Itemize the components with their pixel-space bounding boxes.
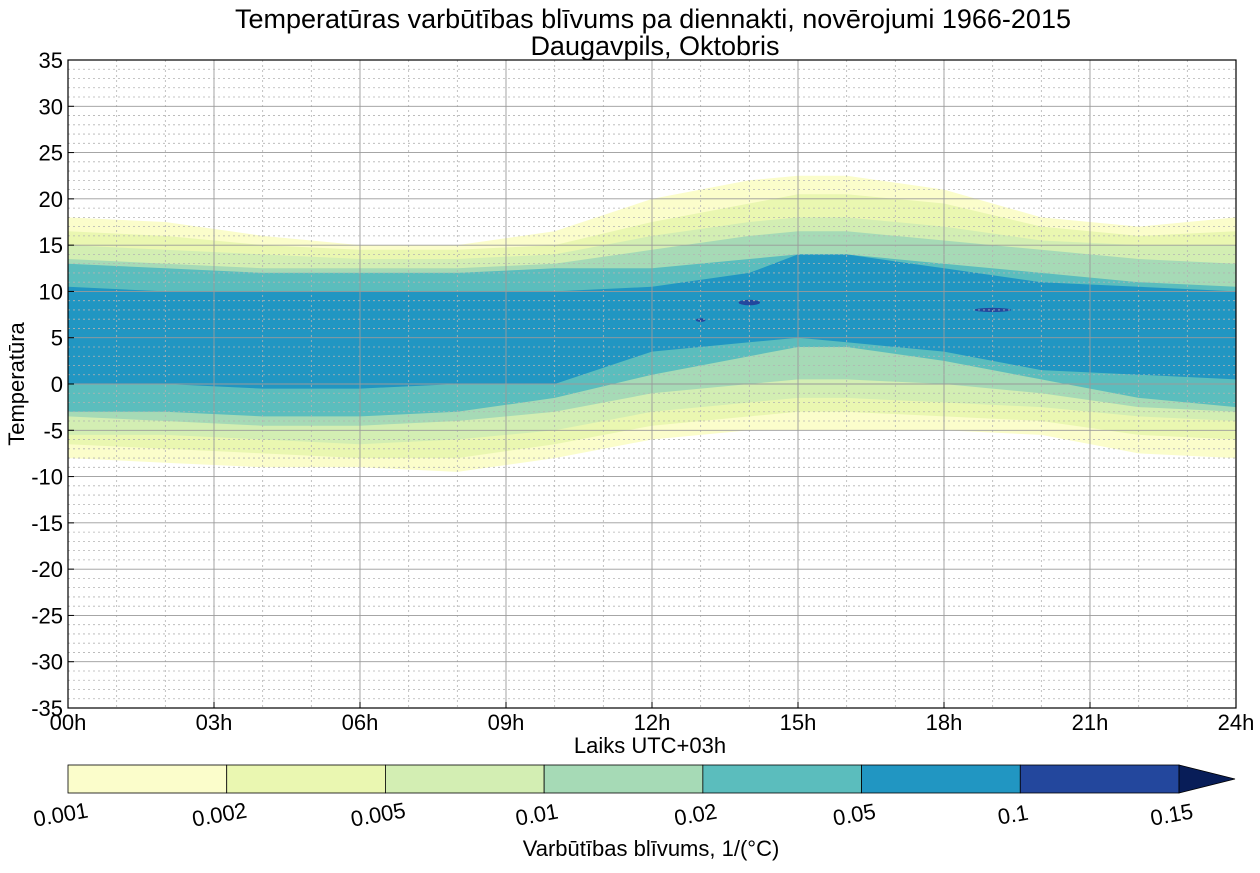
- y-tick-label: -35: [31, 696, 63, 721]
- colorbar-tick-label: 0.05: [831, 799, 878, 831]
- x-tick-label: 09h: [488, 710, 525, 735]
- chart-subtitle: Daugavpils, Oktobris: [530, 31, 779, 61]
- colorbar-title: Varbūtības blīvums, 1/(°C): [523, 836, 780, 861]
- x-axis-title: Laiks UTC+03h: [574, 733, 726, 758]
- x-tick-label: 12h: [634, 710, 671, 735]
- colorbar-cell: [1019, 764, 1180, 794]
- x-tick-label: 24h: [1218, 710, 1255, 735]
- y-tick-label: 10: [39, 279, 63, 304]
- y-tick-label: -5: [43, 418, 63, 443]
- colorbar-cell: [385, 764, 545, 794]
- y-tick-label: 0: [51, 372, 63, 397]
- y-tick-label: 5: [51, 326, 63, 351]
- contour-spot-2: [974, 307, 1012, 312]
- x-tick-label: 03h: [196, 710, 233, 735]
- contour-spot-0: [738, 299, 761, 306]
- colorbar-cell: [702, 764, 862, 794]
- y-tick-label: -10: [31, 465, 63, 490]
- colorbar-cell: [226, 764, 386, 794]
- x-tick-label: 21h: [1072, 710, 1109, 735]
- colorbar-tick-label: 0.01: [514, 799, 561, 831]
- y-tick-label: 15: [39, 233, 63, 258]
- colorbar-ticks: 0.001 0.002 0.005 0.01 0.02 0.05 0.1 0.15: [31, 798, 1195, 832]
- colorbar-cell: [861, 764, 1021, 794]
- colorbar-tick-label: 0.02: [672, 799, 719, 831]
- plot-area: 00h 03h 06h 09h 12h 15h 18h 21h 24h -35 -30 -25 -20…: [31, 48, 1254, 735]
- y-tick-label: 35: [39, 48, 63, 73]
- y-tick-label: 25: [39, 141, 63, 166]
- colorbar-cells: [67, 764, 1236, 794]
- y-tick-label: 30: [39, 94, 63, 119]
- colorbar-tick-label: 0.001: [31, 798, 90, 832]
- colorbar-tick-label: 0.1: [996, 800, 1030, 830]
- grid-layer: [68, 60, 1236, 708]
- y-tick-label: -15: [31, 511, 63, 536]
- colorbar-cell: [67, 764, 228, 794]
- colorbar-extend-arrow: [1178, 764, 1236, 794]
- colorbar-tick-label: 0.15: [1148, 799, 1195, 831]
- x-tick-label: 15h: [780, 710, 817, 735]
- colorbar-cell: [543, 764, 704, 794]
- x-tick-label: 06h: [342, 710, 379, 735]
- x-tick-label: 00h: [50, 710, 87, 735]
- y-tick-label: -20: [31, 557, 63, 582]
- y-tick-label: -25: [31, 603, 63, 628]
- x-tick-label: 18h: [926, 710, 963, 735]
- colorbar-tick-label: 0.005: [349, 798, 408, 832]
- x-axis-ticks: 00h 03h 06h 09h 12h 15h 18h 21h 24h: [50, 702, 1255, 735]
- colorbar: 0.001 0.002 0.005 0.01 0.02 0.05 0.1 0.15: [31, 764, 1236, 832]
- chart-title: Temperatūras varbūtības blīvums pa dienn…: [235, 4, 1071, 34]
- y-axis-title: Temperatūra: [4, 321, 29, 445]
- colorbar-tick-label: 0.002: [190, 798, 249, 832]
- y-tick-label: -30: [31, 650, 63, 675]
- y-axis-ticks: -35 -30 -25 -20 -15 -10 -5 0 5 10 15 20 25 30 35: [31, 48, 74, 721]
- y-tick-label: 20: [39, 187, 63, 212]
